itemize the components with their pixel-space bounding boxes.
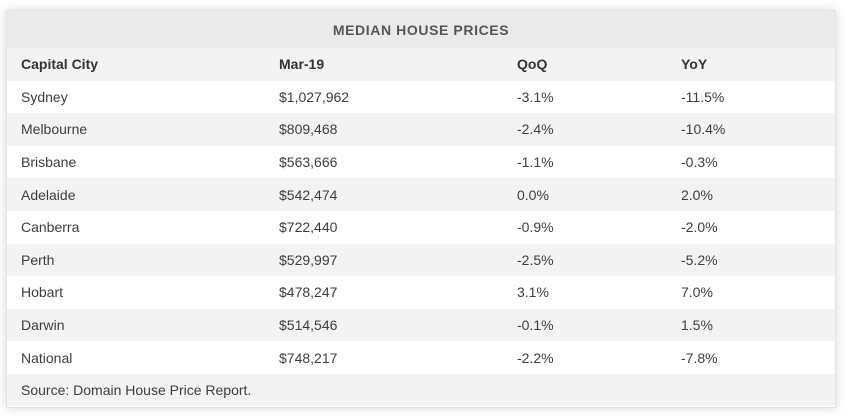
- price-cell: $478,247: [279, 284, 338, 301]
- qoq-cell: 3.1%: [517, 284, 549, 301]
- table-row: National $748,217 -2.2% -7.8%: [7, 341, 835, 374]
- column-header-mar-19: Mar-19: [279, 56, 325, 73]
- table-row: Sydney $1,027,962 -3.1% -11.5%: [7, 81, 835, 114]
- yoy-cell: 7.0%: [681, 284, 713, 301]
- table-row: Melbourne $809,468 -2.4% -10.4%: [7, 113, 835, 146]
- qoq-cell: -1.1%: [517, 154, 554, 171]
- yoy-cell: -7.8%: [681, 349, 718, 366]
- yoy-cell: 1.5%: [681, 317, 713, 334]
- city-cell: Adelaide: [21, 186, 76, 203]
- city-cell: Hobart: [21, 284, 64, 301]
- yoy-cell: -10.4%: [681, 121, 726, 138]
- price-cell: $809,468: [279, 121, 338, 138]
- qoq-cell: -2.5%: [517, 251, 554, 268]
- price-cell: $514,546: [279, 317, 338, 334]
- table-row: Brisbane $563,666 -1.1% -0.3%: [7, 146, 835, 179]
- city-cell: Perth: [21, 251, 55, 268]
- table-row: Perth $529,997 -2.5% -5.2%: [7, 243, 835, 277]
- yoy-cell: 2.0%: [681, 186, 713, 203]
- yoy-cell: -2.0%: [681, 219, 718, 236]
- qoq-cell: 0.0%: [517, 186, 549, 203]
- table-title: MEDIAN HOUSE PRICES: [7, 11, 835, 48]
- price-cell: $563,666: [279, 154, 338, 171]
- city-cell: Canberra: [21, 219, 80, 236]
- qoq-cell: -2.2%: [517, 349, 554, 366]
- city-cell: Melbourne: [21, 121, 88, 138]
- column-header-qoq: QoQ: [517, 56, 548, 73]
- source-note: Source: Domain House Price Report.: [7, 373, 835, 406]
- column-header-yoy: YoY: [681, 56, 708, 73]
- median-house-prices-table: MEDIAN HOUSE PRICES Capital City Mar-19 …: [7, 11, 835, 374]
- city-cell: Darwin: [21, 317, 65, 334]
- city-cell: Brisbane: [21, 154, 77, 171]
- table-card: MEDIAN HOUSE PRICES Capital City Mar-19 …: [6, 10, 836, 408]
- yoy-cell: -5.2%: [681, 251, 718, 268]
- header-row: Capital City Mar-19 QoQ YoY: [7, 48, 835, 81]
- qoq-cell: -2.4%: [517, 121, 554, 138]
- qoq-cell: -0.1%: [517, 317, 554, 334]
- price-cell: $1,027,962: [279, 88, 350, 105]
- table-row: Hobart $478,247 3.1% 7.0%: [7, 276, 835, 309]
- table-row: Darwin $514,546 -0.1% 1.5%: [7, 308, 835, 342]
- price-cell: $542,474: [279, 186, 338, 203]
- table-row: Canberra $722,440 -0.9% -2.0%: [7, 211, 835, 244]
- price-cell: $748,217: [279, 349, 338, 366]
- city-cell: National: [21, 349, 73, 366]
- yoy-cell: -11.5%: [681, 88, 725, 105]
- price-cell: $722,440: [279, 219, 338, 236]
- table-row: Adelaide $542,474 0.0% 2.0%: [7, 178, 835, 211]
- column-header-capital-city: Capital City: [21, 56, 99, 73]
- qoq-cell: -3.1%: [517, 88, 554, 105]
- city-cell: Sydney: [21, 88, 68, 105]
- yoy-cell: -0.3%: [681, 154, 718, 171]
- price-cell: $529,997: [279, 251, 338, 268]
- qoq-cell: -0.9%: [517, 219, 554, 236]
